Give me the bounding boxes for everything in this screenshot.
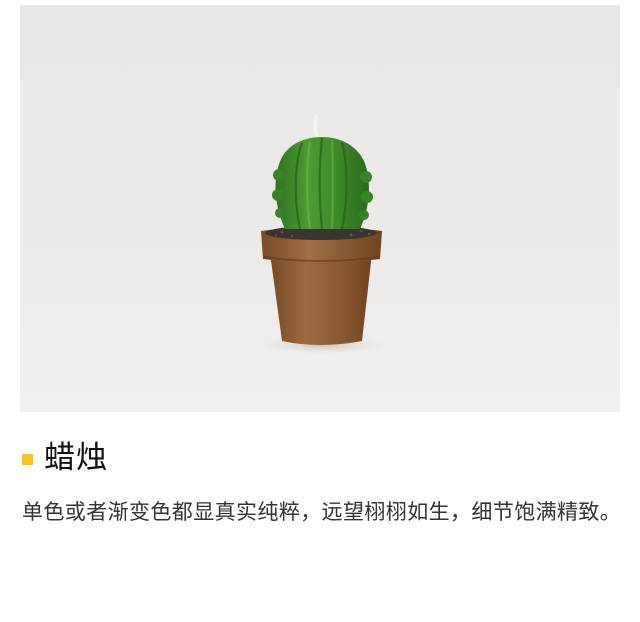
heading-title: 蜡烛 [44,440,108,476]
product-photo [20,5,620,412]
cactus-candle-illustration [20,5,620,412]
section-heading: 蜡烛 [22,436,108,480]
cactus-body [275,137,369,229]
heading-marker-icon [22,453,33,465]
product-description: 单色或者渐变色都显真实纯粹，远望栩栩如生，细节饱满精致。 [22,500,622,524]
pot-body [270,253,372,345]
